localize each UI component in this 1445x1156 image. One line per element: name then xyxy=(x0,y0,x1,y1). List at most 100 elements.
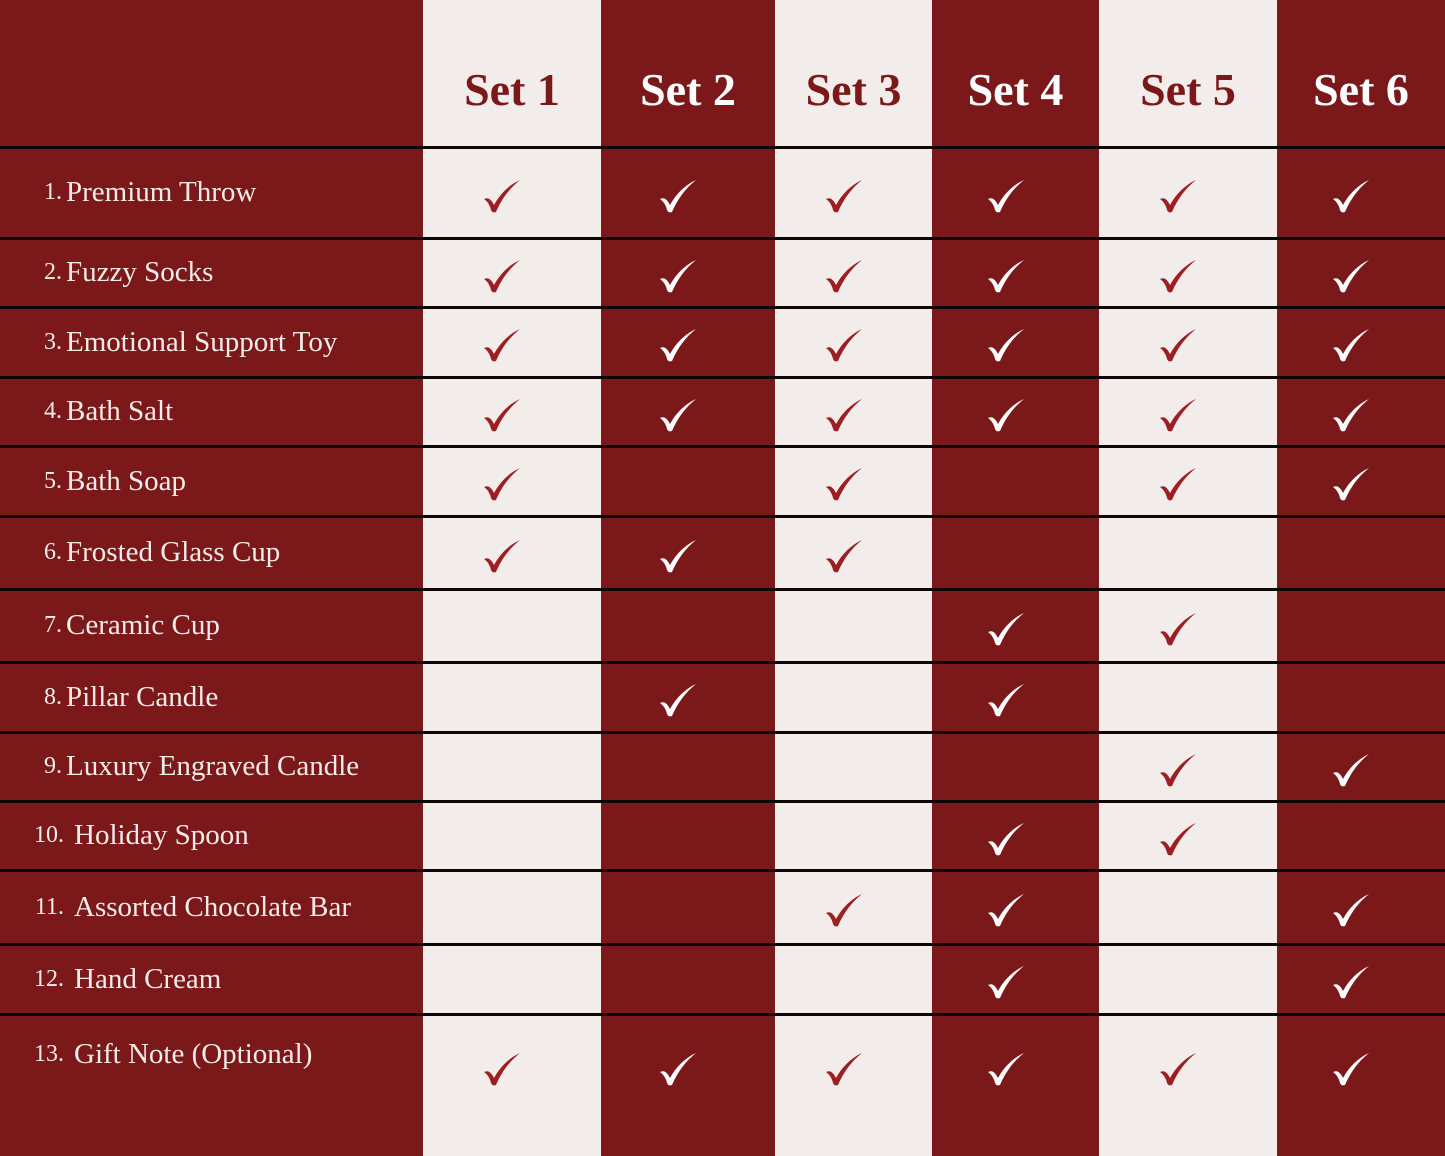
item-label: 4. Bath Salt xyxy=(0,377,423,446)
item-label: 13. Gift Note (Optional) xyxy=(0,1014,423,1094)
item-number: 13. xyxy=(34,1040,64,1067)
item-number: 6. xyxy=(44,539,62,565)
item-label: 2. Fuzzy Socks xyxy=(0,238,423,307)
checkmark-icon xyxy=(484,1053,520,1086)
checkmark-icon xyxy=(987,612,1024,645)
checkmark-icon xyxy=(1333,259,1369,292)
checkmark-icon xyxy=(1333,468,1369,501)
checkmark-icon xyxy=(987,179,1024,212)
checkmark-icon xyxy=(660,329,696,362)
checkmark-icon xyxy=(1333,179,1369,212)
checkmark-icon xyxy=(987,966,1024,999)
checkmark-icon xyxy=(825,179,862,212)
row-divider xyxy=(0,588,1445,591)
checkmark-icon xyxy=(1333,966,1369,999)
item-name: Holiday Spoon xyxy=(74,819,249,851)
set-column xyxy=(601,0,775,1156)
item-number: 8. xyxy=(44,683,62,710)
item-name: Ceramic Cup xyxy=(66,609,220,641)
checkmark-icon xyxy=(1333,753,1369,786)
item-name: Emotional Support Toy xyxy=(66,325,338,358)
item-label: 7. Ceramic Cup xyxy=(0,589,423,662)
row-divider xyxy=(0,869,1445,872)
item-number: 7. xyxy=(44,612,62,638)
set-column xyxy=(1277,0,1445,1156)
item-name: Luxury Engraved Candle xyxy=(66,750,360,782)
row-divider xyxy=(0,146,1445,149)
item-name: Assorted Chocolate Bar xyxy=(74,890,352,923)
checkmark-icon xyxy=(484,468,520,501)
row-divider xyxy=(0,661,1445,664)
set-header: Set 5 xyxy=(1140,64,1236,115)
set-header: Set 4 xyxy=(967,64,1064,115)
row-divider xyxy=(0,306,1445,309)
row-divider xyxy=(0,237,1445,240)
row-divider xyxy=(0,445,1445,448)
item-number: 2. xyxy=(44,259,62,285)
set-header: Set 3 xyxy=(805,64,902,115)
checkmark-icon xyxy=(660,1053,696,1086)
item-name: Bath Soap xyxy=(66,464,187,497)
checkmark-icon xyxy=(987,822,1024,855)
item-label: 9. Luxury Engraved Candle xyxy=(0,732,423,801)
checkmark-icon xyxy=(825,329,862,362)
checkmark-icon xyxy=(660,539,696,572)
checkmark-icon xyxy=(660,179,696,212)
item-label: 10. Holiday Spoon xyxy=(0,801,423,870)
item-name: Hand Cream xyxy=(74,962,222,995)
set-header: Set 6 xyxy=(1313,64,1409,115)
checkmark-icon xyxy=(1160,1053,1196,1086)
item-number: 11. xyxy=(34,893,64,920)
item-label: 8. Pillar Candle xyxy=(0,662,423,732)
checkmark-icon xyxy=(660,259,696,292)
item-label: 6. Frosted Glass Cup xyxy=(0,516,423,589)
item-label: 3. Emotional Support Toy xyxy=(0,307,423,377)
set-header: Set 1 xyxy=(464,64,560,115)
item-number: 1. xyxy=(44,179,62,205)
item-name: Premium Throw xyxy=(66,176,257,208)
set-column xyxy=(775,0,932,1156)
checkmark-icon xyxy=(1160,753,1196,786)
checkmark-icon xyxy=(660,398,696,431)
item-label: 5. Bath Soap xyxy=(0,446,423,516)
checkmark-icon xyxy=(484,329,520,362)
row-divider xyxy=(0,1013,1445,1016)
checkmark-icon xyxy=(825,259,862,292)
set-column xyxy=(423,0,601,1156)
checkmark-icon xyxy=(825,539,862,572)
set-column xyxy=(932,0,1099,1156)
row-divider xyxy=(0,800,1445,803)
checkmark-icon xyxy=(660,684,696,717)
checkmark-icon xyxy=(1160,179,1196,212)
checkmark-icon xyxy=(825,894,862,927)
checkmark-icon xyxy=(1160,822,1196,855)
checkmark-icon xyxy=(1160,398,1196,431)
item-number: 12. xyxy=(34,965,64,992)
checkmark-icon xyxy=(484,539,520,572)
checkmark-icon xyxy=(987,1053,1024,1086)
checkmark-icon xyxy=(484,259,520,292)
row-divider xyxy=(0,376,1445,379)
set-column xyxy=(1099,0,1277,1156)
item-number: 9. xyxy=(44,753,62,779)
item-number: 4. xyxy=(44,398,62,424)
checkmark-icon xyxy=(825,468,862,501)
item-name: Fuzzy Socks xyxy=(66,256,214,288)
checkmark-icon xyxy=(1160,612,1196,645)
row-divider xyxy=(0,731,1445,734)
item-name: Bath Salt xyxy=(66,395,174,427)
item-number: 3. xyxy=(44,328,62,355)
item-label: 12. Hand Cream xyxy=(0,944,423,1014)
item-label: 1. Premium Throw xyxy=(0,147,423,238)
checkmark-icon xyxy=(1333,398,1369,431)
checkmark-icon xyxy=(987,398,1024,431)
item-name: Gift Note (Optional) xyxy=(74,1037,313,1070)
checkmark-icon xyxy=(987,684,1024,717)
checkmark-icon xyxy=(1333,329,1369,362)
checkmark-icon xyxy=(987,894,1024,927)
checkmark-icon xyxy=(987,259,1024,292)
checkmark-icon xyxy=(1160,259,1196,292)
item-name: Frosted Glass Cup xyxy=(66,536,281,568)
item-name: Pillar Candle xyxy=(66,680,219,713)
checkmark-icon xyxy=(1333,894,1369,927)
